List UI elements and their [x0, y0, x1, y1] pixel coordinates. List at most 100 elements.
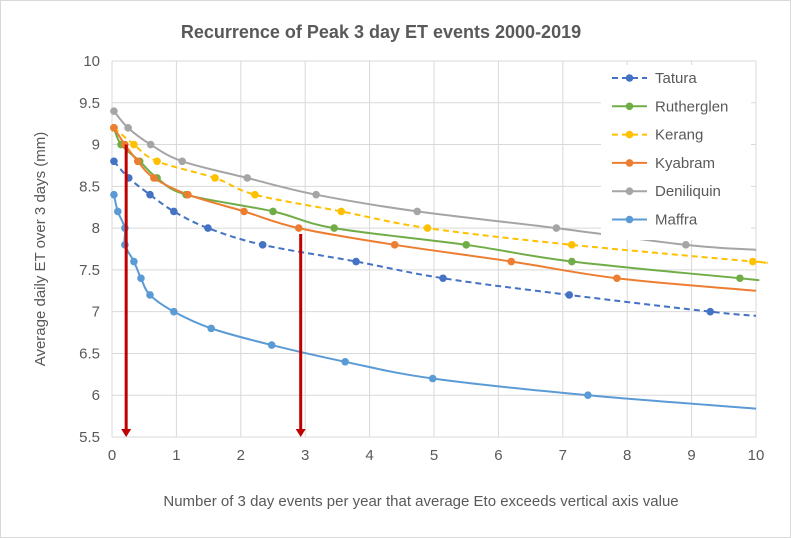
y-tick-label: 7.5	[79, 262, 100, 279]
data-point	[110, 190, 118, 199]
y-tick-label: 7	[92, 304, 100, 321]
data-point	[110, 107, 118, 115]
data-point	[390, 241, 399, 249]
x-tick-label: 7	[559, 447, 567, 464]
data-point	[130, 140, 138, 149]
legend-entry-maffra: Maffra	[612, 212, 698, 229]
series-kyabram	[110, 124, 757, 292]
data-point	[748, 257, 757, 266]
data-point	[439, 274, 447, 283]
legend-entry-rutherglen: Rutherglen	[612, 98, 728, 115]
data-point	[251, 190, 259, 199]
data-point	[568, 257, 576, 266]
x-tick-label: 9	[687, 447, 695, 464]
data-point	[330, 224, 338, 232]
data-point	[170, 307, 178, 316]
data-point	[184, 190, 192, 199]
data-point	[240, 207, 248, 216]
data-point	[568, 241, 576, 249]
x-tick-label: 3	[301, 447, 309, 464]
x-tick-label: 10	[748, 447, 765, 464]
legend-marker	[625, 187, 634, 195]
data-point	[146, 291, 154, 299]
legend-background	[601, 65, 751, 240]
legend-marker	[625, 159, 634, 167]
red-arrow-head	[121, 429, 132, 437]
data-point	[243, 174, 252, 182]
series-tatura	[110, 157, 757, 317]
data-point	[462, 241, 471, 249]
legend-entry-deniliquin: Deniliquin	[612, 183, 721, 200]
y-tick-label: 6	[92, 387, 100, 404]
data-point	[267, 341, 276, 349]
y-axis-label: Average daily ET over 3 days (mm)	[32, 132, 49, 367]
data-point	[706, 307, 715, 316]
y-tick-label: 5.5	[79, 429, 100, 446]
data-point	[341, 358, 349, 366]
data-point	[150, 174, 158, 182]
legend-marker	[625, 102, 634, 111]
x-tick-label: 8	[623, 447, 631, 464]
data-point	[294, 224, 303, 232]
annotations	[121, 144, 306, 437]
red-arrow-head	[295, 429, 306, 437]
legend-label: Deniliquin	[655, 183, 721, 200]
data-point	[584, 391, 592, 400]
data-point	[130, 257, 138, 266]
data-point	[423, 224, 432, 232]
series-group	[110, 107, 769, 410]
data-point	[178, 157, 186, 166]
data-point	[110, 157, 118, 166]
data-point	[137, 274, 145, 283]
legend-marker	[625, 130, 634, 139]
legend-marker	[625, 215, 634, 224]
x-axis-label: Number of 3 day events per year that ave…	[163, 493, 678, 510]
x-tick-label: 5	[430, 447, 438, 464]
legend-label: Kerang	[655, 127, 703, 144]
data-point	[211, 174, 219, 182]
y-tick-label: 8.5	[79, 178, 100, 195]
data-point	[682, 241, 690, 249]
y-tick-label: 9.5	[79, 95, 100, 112]
y-tick-label: 8	[92, 220, 100, 237]
chart-title: Recurrence of Peak 3 day ET events 2000-…	[181, 22, 581, 42]
legend-entry-tatura: Tatura	[612, 70, 697, 87]
data-point	[552, 224, 561, 232]
data-point	[337, 207, 346, 216]
tick-labels: 5.5 6 6.5 7 7.5 8 8.5 9 9.5 10 0 1 2 3 4 5 6 7 8 9 10	[79, 53, 764, 464]
data-point	[133, 157, 142, 166]
data-point	[124, 124, 132, 132]
data-point	[428, 374, 437, 383]
data-point	[312, 190, 320, 199]
x-tick-label: 0	[108, 447, 116, 464]
x-tick-label: 4	[365, 447, 373, 464]
data-point	[507, 257, 516, 266]
data-point	[204, 224, 212, 232]
data-point	[736, 274, 744, 283]
data-point	[110, 124, 118, 132]
data-point	[613, 274, 621, 283]
legend-label: Rutherglen	[655, 98, 728, 115]
data-point	[413, 207, 422, 216]
data-point	[269, 207, 277, 216]
data-point	[258, 241, 267, 249]
data-point	[146, 140, 155, 149]
legend-entry-kyabram: Kyabram	[612, 155, 715, 172]
legend-label: Tatura	[655, 70, 697, 87]
data-point	[565, 291, 574, 299]
data-point	[207, 324, 215, 333]
x-tick-label: 1	[172, 447, 180, 464]
y-tick-label: 9	[92, 137, 100, 154]
legend-label: Maffra	[655, 212, 698, 229]
data-point	[113, 207, 122, 216]
legend: Tatura Rutherglen Kerang Kyabram Deniliquin M…	[601, 65, 751, 240]
data-point	[153, 157, 161, 166]
y-tick-label: 10	[83, 53, 100, 70]
data-point	[146, 190, 154, 199]
data-point	[170, 207, 178, 216]
x-tick-label: 2	[237, 447, 245, 464]
legend-marker	[625, 74, 634, 82]
x-tick-label: 6	[494, 447, 502, 464]
